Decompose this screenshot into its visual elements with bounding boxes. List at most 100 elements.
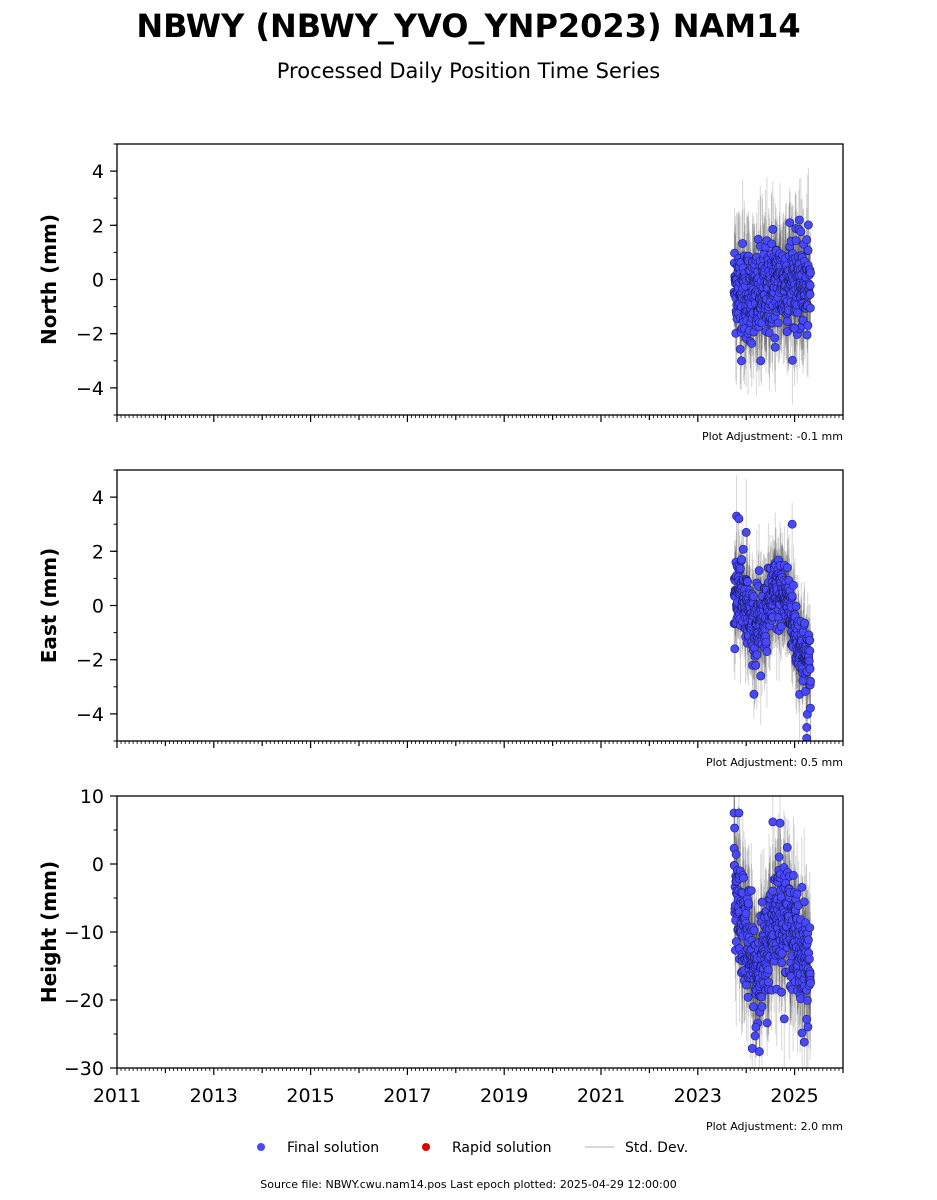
data-point — [756, 671, 766, 681]
data-point — [736, 356, 746, 366]
legend-rapid-label: Rapid solution — [452, 1140, 552, 1156]
data-point — [787, 519, 797, 529]
x-tick-label: 2015 — [286, 1085, 334, 1107]
y-tick-label: −4 — [76, 704, 104, 726]
data-point — [775, 818, 785, 828]
panels-group: 4 2 0 −2 −4 North (mm) Plot Adjustment: -0.1 m… — [37, 143, 844, 1133]
y-tick-label: 2 — [92, 541, 104, 563]
data-point — [770, 333, 780, 343]
data-point — [761, 637, 771, 647]
data-point — [805, 635, 815, 645]
data-point — [805, 954, 814, 964]
data-point — [804, 656, 814, 666]
data-point — [789, 871, 798, 880]
y-tick-label: 4 — [92, 487, 104, 509]
data-point — [802, 733, 812, 741]
y-tick-label: 0 — [92, 854, 104, 876]
chart-subtitle: Processed Daily Position Time Series — [277, 59, 661, 83]
data-point — [795, 215, 804, 225]
data-point — [750, 1031, 760, 1041]
data-point — [806, 703, 815, 713]
data-point — [774, 852, 784, 862]
panel-north: 4 2 0 −2 −4 North (mm) Plot Adjustment: -0.1 m… — [37, 143, 844, 443]
data-point — [741, 527, 751, 537]
data-point — [796, 227, 806, 237]
data-point — [803, 1022, 813, 1032]
data-point — [777, 987, 786, 997]
data-point — [743, 992, 753, 1002]
data-point — [802, 330, 812, 340]
data-point — [802, 1014, 812, 1024]
plot-area — [729, 796, 815, 1068]
data-point — [751, 660, 761, 670]
data-point — [743, 577, 752, 587]
data-point — [757, 992, 767, 1002]
legend-final-marker — [257, 1143, 265, 1151]
data-point — [782, 843, 792, 852]
data-point — [734, 514, 744, 524]
y-tick-label: 4 — [92, 161, 104, 183]
data-point — [791, 601, 801, 611]
data-point — [789, 580, 798, 590]
data-point — [749, 592, 758, 601]
data-point — [802, 723, 812, 732]
data-point — [790, 323, 799, 333]
data-point — [776, 622, 786, 631]
data-point — [744, 899, 753, 909]
data-point — [747, 339, 757, 348]
legend: Final solution Rapid solution Std. Dev. — [257, 1140, 688, 1156]
data-point — [787, 591, 797, 601]
data-point — [804, 935, 813, 945]
data-point — [797, 1028, 807, 1038]
data-point — [803, 321, 813, 330]
plot-adjustment-note: Plot Adjustment: -0.1 mm — [702, 430, 843, 443]
data-point — [782, 327, 792, 337]
x-tick-label: 2021 — [577, 1085, 625, 1107]
data-point — [730, 644, 740, 654]
data-point — [804, 220, 813, 230]
data-point — [768, 886, 778, 896]
y-tick-label: −10 — [64, 922, 104, 944]
x-tick-label: 2019 — [480, 1085, 528, 1107]
data-points — [729, 808, 815, 1056]
data-points — [729, 511, 815, 741]
data-point — [739, 873, 748, 883]
data-point — [802, 235, 812, 245]
y-tick-label: −20 — [64, 990, 104, 1012]
data-point — [783, 563, 792, 573]
data-point — [805, 646, 815, 656]
y-tick-label: 0 — [92, 270, 104, 292]
y-axis-label: Height (mm) — [37, 861, 61, 1003]
data-point — [754, 566, 764, 576]
data-point — [799, 1037, 809, 1047]
source-footer: Source file: NBWY.cwu.nam14.pos Last epo… — [260, 1178, 676, 1191]
data-point — [773, 318, 783, 328]
data-point — [806, 676, 815, 686]
plot-adjustment-note: Plot Adjustment: 0.5 mm — [706, 756, 843, 769]
y-tick-label: 2 — [92, 215, 104, 237]
data-point — [805, 280, 815, 290]
data-point — [792, 889, 802, 899]
data-point — [755, 1047, 764, 1056]
data-point — [783, 317, 792, 326]
data-point — [805, 664, 815, 674]
data-point — [762, 1018, 772, 1028]
data-point — [749, 926, 759, 935]
data-point — [777, 958, 787, 968]
x-tick-label: 2025 — [770, 1085, 818, 1107]
data-point — [779, 1014, 789, 1024]
data-point — [793, 308, 803, 318]
y-axis-label: East (mm) — [37, 548, 61, 664]
y-axis-label: North (mm) — [37, 214, 61, 345]
data-point — [797, 882, 807, 892]
data-point — [767, 239, 777, 249]
data-point — [800, 618, 809, 628]
data-point — [738, 544, 748, 554]
data-point — [756, 356, 766, 366]
legend-rapid-marker — [422, 1143, 430, 1151]
plot-area — [729, 168, 815, 405]
data-point — [757, 1002, 767, 1012]
panel-height: 10 0 −10 −20 −30 2011 2013 2015 2017 2019 2021 2023… — [37, 786, 844, 1133]
data-point — [799, 897, 809, 907]
